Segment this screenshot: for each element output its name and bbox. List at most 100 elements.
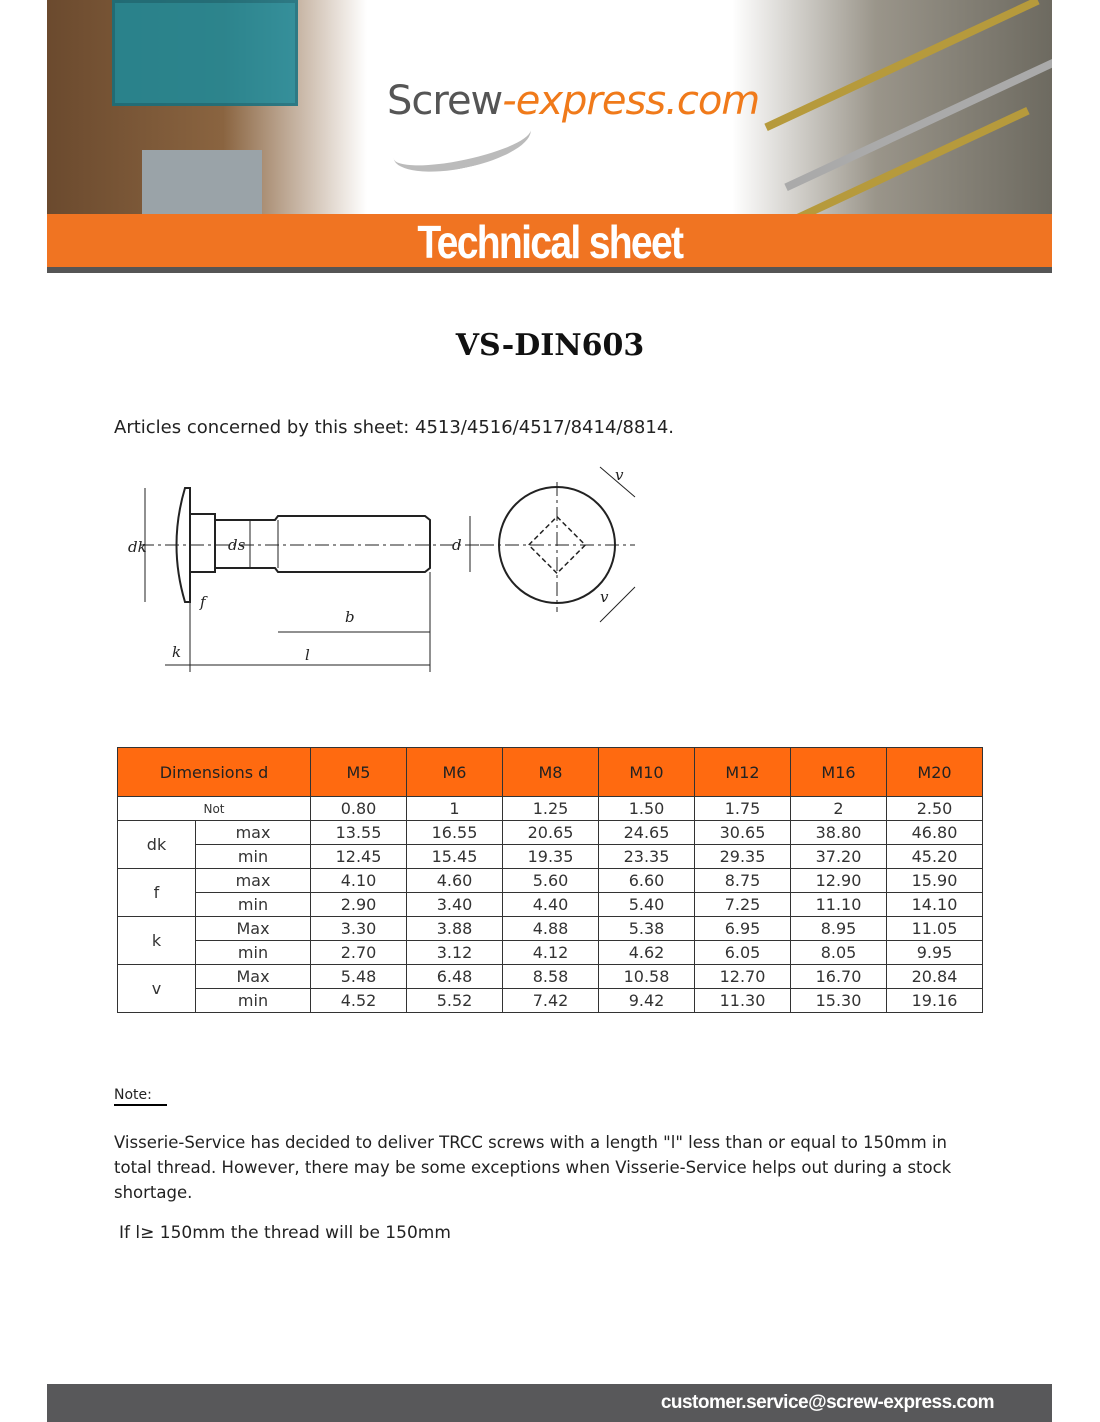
table-cell: 8.75 <box>694 868 791 893</box>
table-cell: 30.65 <box>694 820 791 845</box>
table-row: min 2.90 3.40 4.40 5.40 7.25 11.10 14.10 <box>118 892 983 917</box>
row-label: min <box>195 844 311 869</box>
table-cell: 15.45 <box>406 844 503 869</box>
table-cell: 7.42 <box>502 988 599 1013</box>
table-cell: 5.40 <box>598 892 695 917</box>
screws-photo <box>732 0 1052 214</box>
table-row: k Max 3.30 3.88 4.88 5.38 6.95 8.95 11.05 <box>117 916 983 965</box>
table-cell: 19.16 <box>886 988 983 1013</box>
table-cell: 8.95 <box>790 916 887 941</box>
logo-text-express: -express.com <box>502 78 760 124</box>
table-row: v Max 5.48 6.48 8.58 10.58 12.70 16.70 20.84 <box>117 964 983 1013</box>
table-cell: 1.75 <box>694 796 791 821</box>
table-cell: 5.48 <box>310 964 407 989</box>
logo: Screw-express.com <box>387 78 760 124</box>
table-cell: 4.60 <box>406 868 503 893</box>
table-cell: 46.80 <box>886 820 983 845</box>
table-cell: 11.30 <box>694 988 791 1013</box>
table-cell: 16.70 <box>790 964 887 989</box>
table-cell: 10.58 <box>598 964 695 989</box>
banner-title: Technical sheet <box>417 216 684 268</box>
header-size: M10 <box>598 747 695 797</box>
table-cell: 3.40 <box>406 892 503 917</box>
group-label: v <box>117 964 196 1013</box>
table-cell: 0.80 <box>310 796 407 821</box>
table-cell: 11.05 <box>886 916 983 941</box>
note-label: Note: <box>114 1087 152 1103</box>
table-header-row: Dimensions d M5 M6 M8 M10 M12 M16 M20 <box>117 747 983 797</box>
row-label: max <box>195 868 311 893</box>
table-cell: 4.40 <box>502 892 599 917</box>
row-label: Max <box>195 964 311 989</box>
table-cell: 38.80 <box>790 820 887 845</box>
table-cell: 23.35 <box>598 844 695 869</box>
table-cell: 4.52 <box>310 988 407 1013</box>
table-cell: 2 <box>790 796 887 821</box>
table-cell: 2.70 <box>310 940 407 965</box>
label-f: f <box>199 593 208 611</box>
table-cell: 15.90 <box>886 868 983 893</box>
table-cell: 6.05 <box>694 940 791 965</box>
table-cell: 4.12 <box>502 940 599 965</box>
pitch-label: Not <box>117 796 311 821</box>
table-cell: 7.25 <box>694 892 791 917</box>
header-size: M6 <box>406 747 503 797</box>
label-dk: dk <box>128 538 147 556</box>
table-cell: 9.42 <box>598 988 695 1013</box>
table-cell: 5.52 <box>406 988 503 1013</box>
label-k: k <box>172 643 181 661</box>
table-cell: 16.55 <box>406 820 503 845</box>
table-row: f max 4.10 4.60 5.60 6.60 8.75 12.90 15.90 <box>117 868 983 917</box>
footer: customer.service@screw-express.com <box>47 1384 1052 1422</box>
header-size: M12 <box>694 747 791 797</box>
table-cell: 45.20 <box>886 844 983 869</box>
note-underline <box>114 1104 167 1106</box>
row-label: min <box>195 940 311 965</box>
table-cell: 12.70 <box>694 964 791 989</box>
header-size: M8 <box>502 747 599 797</box>
label-ds: ds <box>228 536 246 554</box>
table-cell: 3.30 <box>310 916 407 941</box>
group-label: f <box>117 868 196 917</box>
table-row: min 2.70 3.12 4.12 4.62 6.05 8.05 9.95 <box>118 940 983 965</box>
label-d: d <box>452 536 462 554</box>
table-cell: 3.88 <box>406 916 503 941</box>
header-size: M5 <box>310 747 407 797</box>
dimensions-table: Dimensions d M5 M6 M8 M10 M12 M16 M20 No… <box>117 747 983 1013</box>
header-dimensions: Dimensions d <box>117 747 311 797</box>
group-label: k <box>117 916 196 965</box>
divider <box>47 267 1052 273</box>
row-label: min <box>195 988 311 1013</box>
label-l: l <box>305 646 310 664</box>
table-cell: 5.38 <box>598 916 695 941</box>
table-cell: 4.88 <box>502 916 599 941</box>
table-row: min 12.45 15.45 19.35 23.35 29.35 37.20 45.20 <box>118 844 983 869</box>
table-cell: 24.65 <box>598 820 695 845</box>
row-label: min <box>195 892 311 917</box>
label-v-top: v <box>615 466 624 484</box>
table-cell: 20.65 <box>502 820 599 845</box>
table-cell: 6.60 <box>598 868 695 893</box>
table-cell: 15.30 <box>790 988 887 1013</box>
logo-text-screw: Screw <box>387 78 503 124</box>
table-cell: 11.10 <box>790 892 887 917</box>
table-cell: 37.20 <box>790 844 887 869</box>
row-label: Max <box>195 916 311 941</box>
table-cell: 1 <box>406 796 503 821</box>
screw-diagram: dk ds d f b k l v v <box>128 466 636 672</box>
thread-rule: If l≥ 150mm the thread will be 150mm <box>119 1223 451 1243</box>
table-cell: 6.48 <box>406 964 503 989</box>
table-cell: 5.60 <box>502 868 599 893</box>
tools-photo <box>47 0 367 214</box>
banner-title-bar: Technical sheet <box>47 214 1052 268</box>
table-row: min 4.52 5.52 7.42 9.42 11.30 15.30 19.16 <box>118 988 983 1013</box>
group-label: dk <box>117 820 196 869</box>
table-cell: 19.35 <box>502 844 599 869</box>
table-cell: 14.10 <box>886 892 983 917</box>
footer-email[interactable]: customer.service@screw-express.com <box>660 1392 995 1413</box>
articles-text: Articles concerned by this sheet: 4513/4… <box>114 417 675 438</box>
table-cell: 8.05 <box>790 940 887 965</box>
header-size: M16 <box>790 747 887 797</box>
header-banner: Screw-express.com <box>47 0 1052 214</box>
table-cell: 12.90 <box>790 868 887 893</box>
